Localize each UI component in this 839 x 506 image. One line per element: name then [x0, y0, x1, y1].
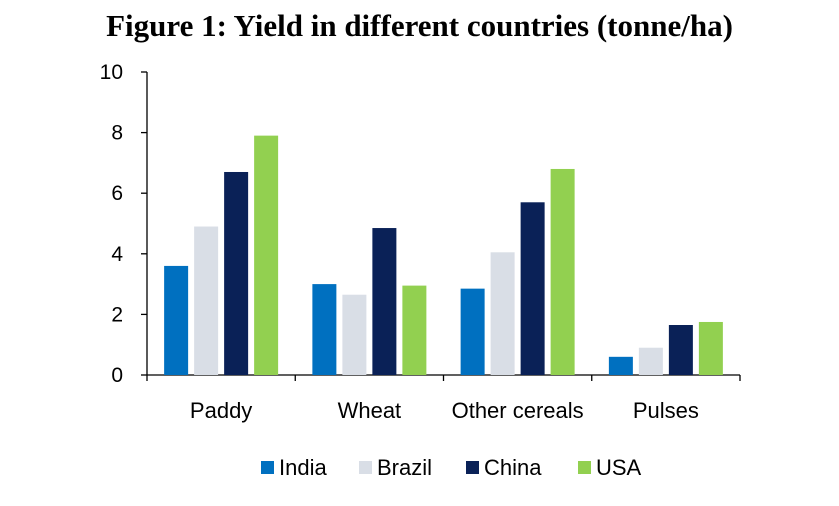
bar-brazil-other-cereals	[490, 252, 515, 375]
bar-brazil-pulses	[638, 347, 663, 375]
bar-usa-pulses	[698, 321, 723, 375]
y-tick-label: 4	[111, 243, 123, 266]
y-tick-label: 8	[111, 122, 123, 145]
y-tick-label: 10	[100, 61, 123, 84]
bar-usa-paddy	[254, 135, 279, 375]
bars	[164, 135, 723, 375]
y-tick-label: 6	[111, 182, 123, 205]
category-label: Other cereals	[452, 398, 584, 423]
bar-china-other-cereals	[520, 202, 545, 375]
legend: India Brazil China USA	[261, 455, 642, 480]
category-label: Pulses	[633, 398, 699, 423]
bar-usa-other-cereals	[550, 168, 575, 375]
category-label: Wheat	[338, 398, 402, 423]
bar-brazil-paddy	[194, 226, 219, 375]
bar-china-paddy	[224, 171, 249, 375]
legend-label-usa: USA	[596, 455, 642, 480]
chart-title: Figure 1: Yield in different countries (…	[106, 8, 733, 43]
y-axis: 0 2 4 6 8 10	[100, 61, 148, 387]
x-axis: Paddy Wheat Other cereals Pulses	[146, 374, 741, 423]
bar-china-pulses	[668, 325, 693, 375]
y-tick-label: 2	[111, 303, 123, 326]
y-tick-label: 0	[111, 364, 123, 387]
legend-swatch-india	[261, 461, 274, 474]
legend-swatch-china	[466, 461, 479, 474]
bar-usa-wheat	[402, 285, 427, 375]
bar-india-paddy	[164, 265, 189, 375]
category-label: Paddy	[190, 398, 252, 423]
legend-swatch-brazil	[359, 461, 372, 474]
bar-india-wheat	[312, 284, 337, 375]
legend-label-china: China	[484, 455, 542, 480]
bar-china-wheat	[372, 228, 397, 375]
legend-label-brazil: Brazil	[377, 455, 432, 480]
bar-brazil-wheat	[342, 294, 367, 375]
bar-india-pulses	[608, 356, 633, 375]
bar-india-other-cereals	[460, 288, 485, 375]
legend-swatch-usa	[578, 461, 591, 474]
legend-label-india: India	[279, 455, 327, 480]
